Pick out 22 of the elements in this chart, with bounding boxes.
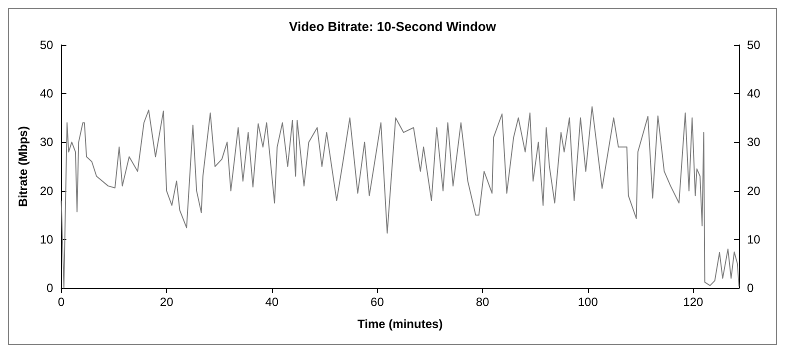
x-tick-label: 60 — [370, 295, 384, 309]
y-tick-label: 0 — [46, 281, 54, 295]
x-tick-label: 80 — [476, 295, 490, 309]
y-axis-title: Bitrate (Mbps) — [16, 126, 30, 207]
y2-tick-label: 10 — [747, 232, 761, 246]
y2-tick-label: 30 — [747, 135, 761, 150]
x-tick-label: 20 — [160, 295, 174, 309]
y-tick-label: 10 — [40, 232, 54, 246]
y2-tick-label: 0 — [747, 281, 754, 295]
x-tick-label: 0 — [58, 295, 65, 309]
x-axis-title: Time (minutes) — [358, 317, 443, 331]
x-tick-label: 40 — [265, 295, 279, 309]
y-tick-label: 20 — [40, 184, 54, 198]
y2-tick-label: 40 — [747, 86, 761, 101]
y2-tick-label: 50 — [747, 38, 761, 52]
chart-title: Video Bitrate: 10-Second Window — [289, 19, 497, 34]
y-tick-label: 30 — [40, 135, 54, 150]
y-tick-label: 40 — [40, 86, 54, 101]
y-tick-label: 50 — [40, 38, 54, 52]
x-tick-label: 120 — [683, 295, 704, 309]
x-tick-label: 100 — [578, 295, 598, 309]
y2-tick-label: 20 — [747, 184, 761, 198]
